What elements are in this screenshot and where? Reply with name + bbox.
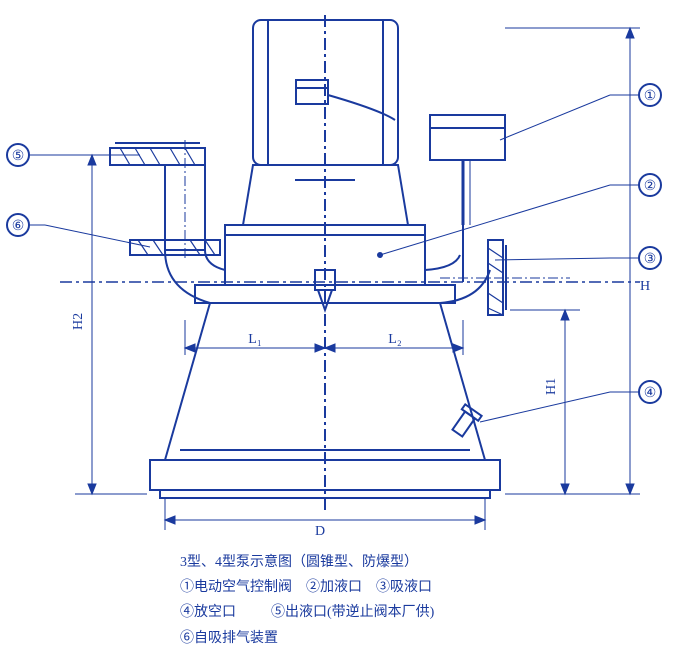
caption-title: 3型、4型泵示意图（圆锥型、防爆型） [180, 550, 434, 575]
caption-2a: ④放空口 [180, 605, 236, 620]
caption-1a: ①电动空气控制阀 [180, 580, 292, 595]
caption-1c: ③吸液口 [376, 580, 432, 595]
dim-H1: H1 [544, 378, 559, 395]
callout-4: ④ [644, 386, 657, 401]
dim-D: D [315, 524, 325, 539]
caption-1b: ②加液口 [306, 580, 362, 595]
callout-3: ③ [644, 252, 657, 267]
dim-L1: L₁ [248, 332, 261, 347]
dim-H: H [640, 279, 650, 294]
caption-block: 3型、4型泵示意图（圆锥型、防爆型） ①电动空气控制阀 ②加液口 ③吸液口 ④放… [180, 550, 434, 651]
callout-1: ① [644, 89, 657, 104]
dim-L2: L₂ [388, 332, 402, 347]
dim-H2: H2 [71, 313, 86, 330]
caption-2b: ⑤出液口(带逆止阀本厂供) [271, 605, 434, 620]
callout-5: ⑤ [12, 149, 25, 164]
callout-6: ⑥ [12, 219, 25, 234]
callout-2: ② [644, 179, 657, 194]
caption-3: ⑥自吸排气装置 [180, 626, 434, 651]
